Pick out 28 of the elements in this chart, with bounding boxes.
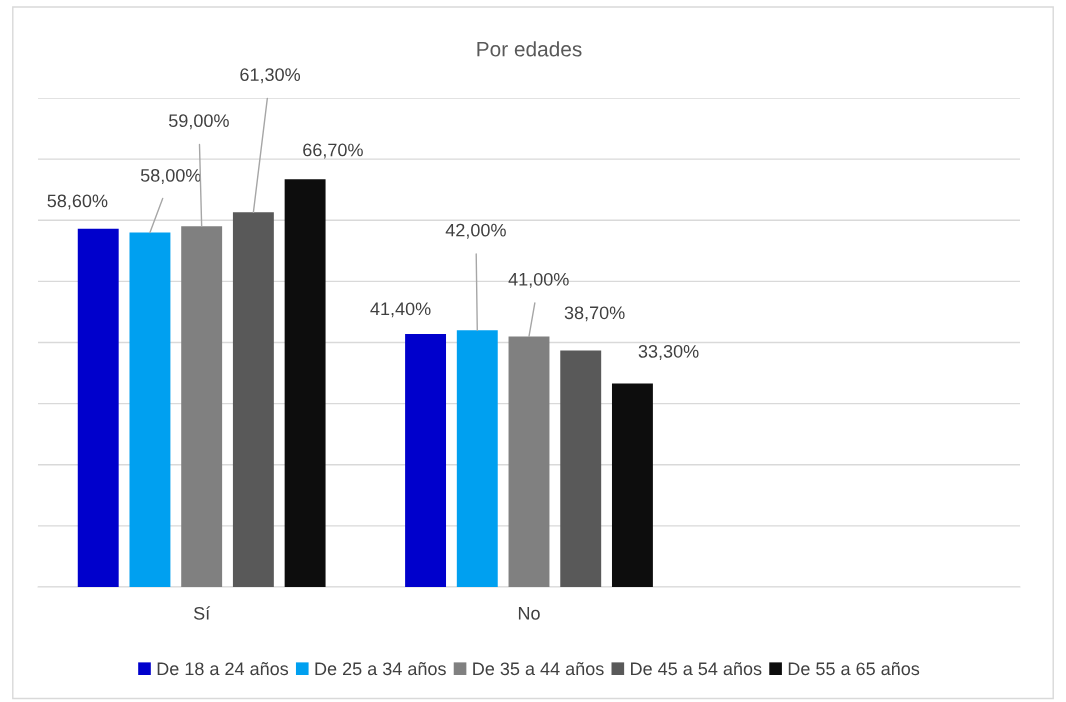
legend-label: De 18 a 24 años: [157, 662, 289, 676]
bar: [560, 350, 602, 587]
data-label: 59,00%: [168, 114, 229, 130]
bar: [456, 330, 498, 587]
data-label: 41,40%: [370, 302, 431, 318]
bar: [129, 232, 171, 587]
data-label: 42,00%: [445, 223, 506, 239]
data-label: 41,00%: [508, 272, 569, 288]
data-label: 58,60%: [47, 194, 108, 210]
data-label: 33,30%: [638, 344, 699, 360]
x-tick-label: No: [518, 607, 540, 620]
x-tick-label: Sí: [193, 606, 211, 620]
bar: [405, 333, 447, 587]
bar: [77, 228, 119, 587]
bar: [232, 212, 274, 587]
data-label: 61,30%: [240, 68, 301, 84]
bar: [181, 226, 223, 587]
bar: [611, 383, 653, 587]
data-label: 58,00%: [140, 168, 201, 184]
chart-title: Por edades: [477, 41, 582, 57]
data-label: 66,70%: [303, 143, 363, 159]
legend-label: De 25 a 34 años: [315, 662, 446, 676]
legend-label: De 35 a 44 años: [473, 662, 604, 676]
data-label: 38,70%: [564, 306, 625, 322]
bar: [508, 336, 550, 587]
legend-label: De 45 a 54 años: [631, 662, 762, 676]
legend-label: De 55 a 65 años: [788, 662, 920, 676]
bar: [284, 179, 326, 587]
